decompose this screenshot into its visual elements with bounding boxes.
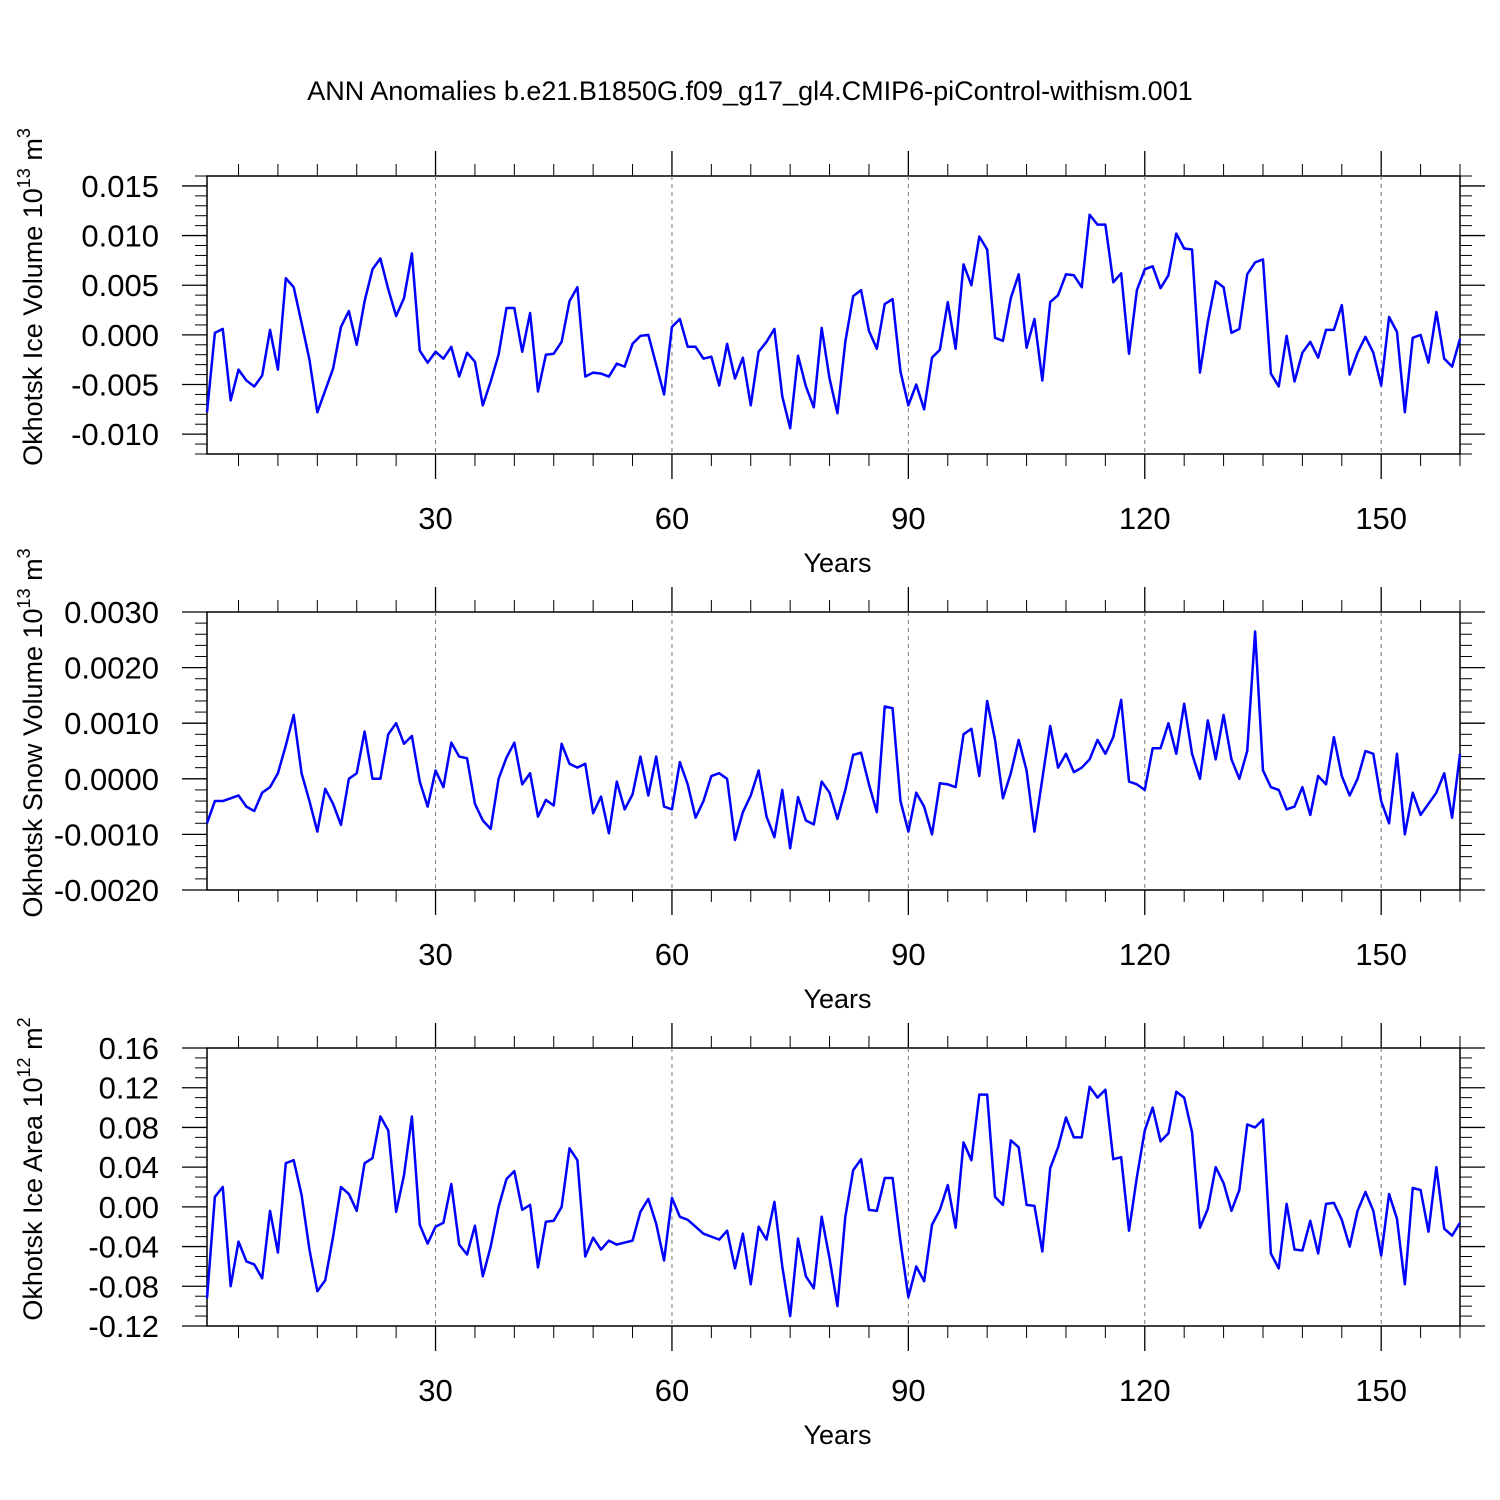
panel-ice-volume: 30 60 90 120 150 -0.010 -0.005 0.000 0.005 0.010 0… (14, 128, 1485, 578)
x-tick-label: 90 (891, 1373, 925, 1408)
y-tick-label: -0.08 (88, 1269, 159, 1304)
y-tick-label: 0.04 (99, 1150, 159, 1185)
series-line-snow-volume (205, 630, 1462, 850)
y-tick-label: 0.08 (99, 1110, 159, 1145)
y-tick-label: 0.0000 (64, 762, 159, 797)
series-line-ice-volume (205, 213, 1462, 430)
y-axis-label: Okhotsk Snow Volume 1013 m3 (14, 548, 48, 917)
x-tick-label: 30 (418, 937, 452, 972)
plot-frame (206, 611, 1461, 891)
y-tick-label: 0.12 (99, 1071, 159, 1106)
x-tick-label: 60 (655, 1373, 689, 1408)
y-tick-label: -0.0020 (54, 873, 159, 908)
y-axis-label: Okhotsk Ice Area 1012 m2 (14, 1017, 48, 1320)
panel-ice-area: 30 60 90 120 150 -0.12 -0.08 -0.04 0.00 0.04 0.08 0… (14, 1017, 1485, 1450)
y-tick-label: -0.005 (71, 368, 159, 403)
y-tick-label: 0.0030 (64, 595, 159, 630)
x-tick-label: 150 (1355, 1373, 1407, 1408)
y-tick-label: 0.00 (99, 1190, 159, 1225)
x-tick-label: 90 (891, 937, 925, 972)
y-tick-label: -0.12 (88, 1309, 159, 1344)
x-tick-label: 120 (1119, 1373, 1171, 1408)
x-tick-label: 150 (1355, 937, 1407, 972)
y-tick-label: 0.010 (81, 219, 159, 254)
series-line-ice-area (205, 1085, 1462, 1318)
y-tick-label: 0.000 (81, 318, 159, 353)
x-tick-label: 30 (418, 501, 452, 536)
y-axis-label: Okhotsk Ice Volume 1013 m3 (14, 128, 48, 466)
y-tick-label: 0.0020 (64, 651, 159, 686)
x-tick-label: 60 (655, 937, 689, 972)
x-tick-label: 120 (1119, 501, 1171, 536)
x-tick-label: 30 (418, 1373, 452, 1408)
x-tick-label: 150 (1355, 501, 1407, 536)
y-tick-label: 0.005 (81, 268, 159, 303)
x-axis-label: Years (803, 984, 871, 1014)
y-tick-label: -0.010 (71, 417, 159, 452)
x-tick-label: 60 (655, 501, 689, 536)
x-axis-label: Years (803, 1420, 871, 1450)
figure-title: ANN Anomalies b.e21.B1850G.f09_g17_gl4.C… (307, 76, 1192, 106)
y-tick-label: 0.0010 (64, 706, 159, 741)
y-tick-label: -0.0010 (54, 817, 159, 852)
y-tick-label: 0.16 (99, 1031, 159, 1066)
x-axis-label: Years (803, 548, 871, 578)
y-tick-label: 0.015 (81, 169, 159, 204)
y-tick-label: -0.04 (88, 1230, 159, 1265)
panel-snow-volume: 30 60 90 120 150 -0.0020 -0.0010 0.0000 0.0010 0.… (14, 548, 1485, 1014)
x-tick-label: 90 (891, 501, 925, 536)
x-tick-label: 120 (1119, 937, 1171, 972)
